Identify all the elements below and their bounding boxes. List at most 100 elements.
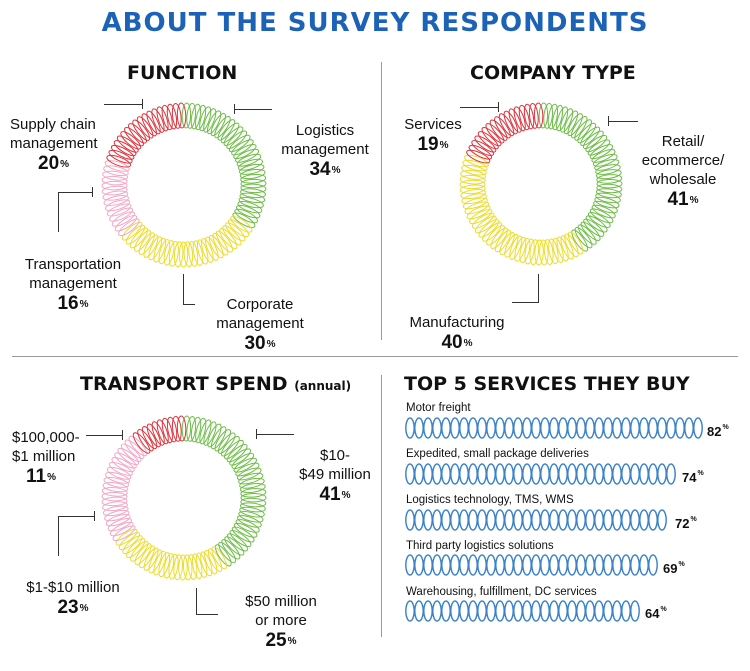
service-bar-coil bbox=[414, 600, 424, 622]
service-bar-coil bbox=[576, 463, 586, 485]
spend-label-100k-text: $100,000- $1 million bbox=[12, 429, 80, 465]
service-bar-coil bbox=[441, 509, 451, 531]
ring-loop-10m-49m bbox=[218, 541, 237, 564]
function-value-logistics: 34% bbox=[309, 159, 341, 180]
service-bar-coil bbox=[585, 554, 595, 576]
ring-loop-manufacturing bbox=[524, 238, 535, 265]
ring-loop-10m-49m bbox=[236, 467, 262, 481]
ring-loop-corporate bbox=[148, 236, 163, 261]
service-bar-coil bbox=[576, 554, 586, 576]
ring-loop-retail bbox=[587, 211, 611, 228]
company-label-manufacturing: Manufacturing 40% bbox=[392, 294, 522, 373]
ring-loop-retail bbox=[585, 134, 608, 153]
service-bar-coil bbox=[603, 417, 613, 439]
ring-loop-retail bbox=[560, 108, 574, 133]
ring-loop-100k-1m bbox=[132, 432, 151, 454]
service-bar-coil bbox=[432, 509, 442, 531]
ring-loop-retail bbox=[587, 139, 611, 156]
ring-loop-corporate bbox=[125, 224, 146, 245]
ring-loop-transportation bbox=[118, 218, 140, 237]
service-bar-coil bbox=[450, 509, 460, 531]
ring-loop-supply-chain bbox=[108, 149, 133, 164]
ring-loop-10m-49m bbox=[240, 497, 267, 508]
ring-loop-100k-1m bbox=[141, 426, 158, 450]
ring-loop-corporate bbox=[219, 228, 238, 250]
ring-loop-10m-49m bbox=[210, 426, 227, 450]
ring-loop-corporate bbox=[208, 234, 224, 259]
service-bar-coil bbox=[549, 509, 559, 531]
ring-loop-1m-10m bbox=[120, 443, 142, 463]
ring-loop-supply-chain bbox=[124, 127, 144, 147]
service-bar-coil bbox=[477, 417, 487, 439]
ring-loop-1m-10m bbox=[101, 496, 128, 507]
ring-loop-logistics bbox=[214, 115, 231, 139]
service-bar-coil bbox=[612, 463, 622, 485]
spend-label-10m-text: $10- $49 million bbox=[299, 447, 371, 483]
service-bar-coil bbox=[441, 463, 451, 485]
ring-loop-100k-1m bbox=[161, 417, 173, 444]
service-bar-coil bbox=[621, 417, 631, 439]
function-label-logistics: Logistics management 34% bbox=[270, 102, 380, 200]
ring-loop-retail bbox=[596, 174, 623, 184]
ring-loop-100k-1m bbox=[146, 423, 161, 448]
ring-loop-10m-49m bbox=[195, 417, 207, 444]
service-bar-coil bbox=[459, 509, 469, 531]
service-bar-coil bbox=[540, 554, 550, 576]
service-bar-coil bbox=[621, 463, 631, 485]
ring-loop-retail bbox=[595, 164, 621, 175]
service-bar-coil bbox=[666, 417, 676, 439]
ring-loop-corporate bbox=[183, 241, 194, 268]
service-bar-coil bbox=[576, 417, 586, 439]
ring-loop-50m-plus bbox=[143, 547, 159, 571]
ring-loop-retail bbox=[580, 221, 601, 241]
spend-value-1m: 23% bbox=[57, 597, 89, 618]
ring-loop-50m-plus bbox=[126, 538, 146, 559]
service-bar-coil bbox=[621, 509, 631, 531]
service-bar-coil bbox=[585, 463, 595, 485]
ring-loop-10m-49m bbox=[235, 462, 260, 477]
ring-loop-logistics bbox=[240, 183, 267, 194]
ring-slice-1m-10m bbox=[101, 435, 148, 541]
ring-loop-corporate bbox=[230, 215, 253, 233]
ring-loop-10m-49m bbox=[229, 448, 252, 466]
ring-loop-corporate bbox=[168, 240, 179, 267]
service-bar-coil bbox=[549, 554, 559, 576]
service-bar-coil bbox=[414, 417, 424, 439]
ring-loop-100k-1m bbox=[166, 416, 178, 443]
ring-loop-corporate bbox=[143, 234, 159, 258]
function-value-supply-chain: 20% bbox=[38, 153, 70, 174]
divider-vertical-bottom bbox=[381, 375, 382, 637]
service-bar-coil bbox=[522, 600, 532, 622]
ring-loop-1m-10m bbox=[104, 509, 130, 522]
ring-loop-100k-1m bbox=[137, 428, 154, 452]
spend-label-100k: $100,000- $1 million 11% bbox=[12, 409, 112, 507]
service-bar-coil bbox=[594, 417, 604, 439]
ring-loop-manufacturing bbox=[462, 159, 488, 172]
ring-loop-100k-1m bbox=[171, 415, 182, 442]
ring-slice-corporate bbox=[121, 215, 253, 268]
ring-loop-logistics bbox=[195, 104, 207, 131]
ring-loop-retail bbox=[595, 192, 621, 204]
function-leader-corporate-h bbox=[183, 304, 195, 305]
ring-loop-manufacturing bbox=[519, 237, 531, 264]
service-bar-4 bbox=[405, 554, 658, 576]
function-label-transportation-text: Transportation management bbox=[24, 256, 122, 292]
ring-loop-manufacturing bbox=[461, 193, 487, 205]
page-title: ABOUT THE SURVEY RESPONDENTS bbox=[101, 8, 649, 38]
service-bar-coil bbox=[594, 509, 604, 531]
ring-loop-10m-49m bbox=[226, 444, 248, 463]
service-bar-coil bbox=[558, 417, 568, 439]
service-bar-coil bbox=[513, 600, 523, 622]
service-bar-coil bbox=[432, 600, 442, 622]
service-bar-coil bbox=[486, 509, 496, 531]
divider-horizontal bbox=[12, 356, 738, 357]
service-bar-coil bbox=[405, 509, 415, 531]
ring-loop-corporate bbox=[138, 232, 155, 255]
ring-loop-manufacturing bbox=[464, 154, 489, 168]
ring-loop-manufacturing bbox=[466, 205, 491, 220]
service-bar-coil bbox=[486, 463, 496, 485]
ring-loop-manufacturing bbox=[548, 238, 559, 265]
ring-loop-corporate bbox=[121, 221, 143, 241]
ring-loop-retail bbox=[577, 224, 597, 245]
transport-spend-ring-chart bbox=[101, 415, 267, 581]
